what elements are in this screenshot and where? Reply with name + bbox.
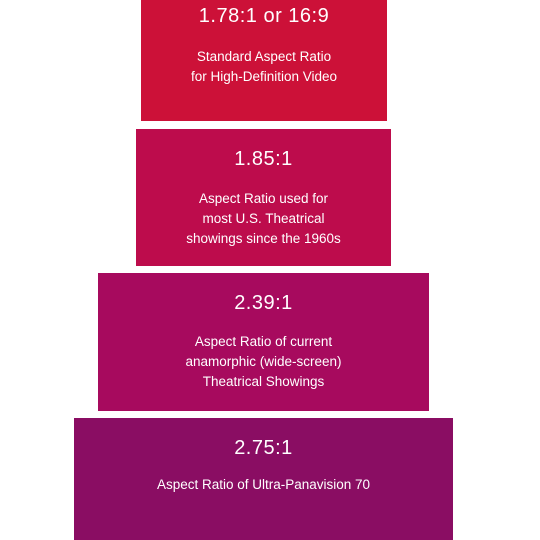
tier-description-3: Aspect Ratio of current anamorphic (wide… xyxy=(185,334,342,389)
tier-description-1: Standard Aspect Ratio for High-Definitio… xyxy=(190,49,338,84)
tier-box-3: 2.39:1 Aspect Ratio of current anamorphi… xyxy=(98,273,429,411)
tier-ratio-2: 1.85:1 xyxy=(234,148,293,170)
tier-ratio-4: 2.75:1 xyxy=(234,437,293,459)
tier-box-4: 2.75:1 Aspect Ratio of Ultra-Panavision … xyxy=(74,418,453,540)
tier-ratio-1: 1.78:1 or 16:9 xyxy=(198,5,330,27)
tier-box-2: 1.85:1 Aspect Ratio used for most U.S. T… xyxy=(136,129,391,266)
tier-ratio-3: 2.39:1 xyxy=(234,292,293,314)
tier-description-4: Aspect Ratio of Ultra-Panavision 70 xyxy=(156,477,371,492)
tier-box-1: 1.78:1 or 16:9 Standard Aspect Ratio for… xyxy=(141,0,387,121)
tier-description-2: Aspect Ratio used for most U.S. Theatric… xyxy=(186,191,341,246)
